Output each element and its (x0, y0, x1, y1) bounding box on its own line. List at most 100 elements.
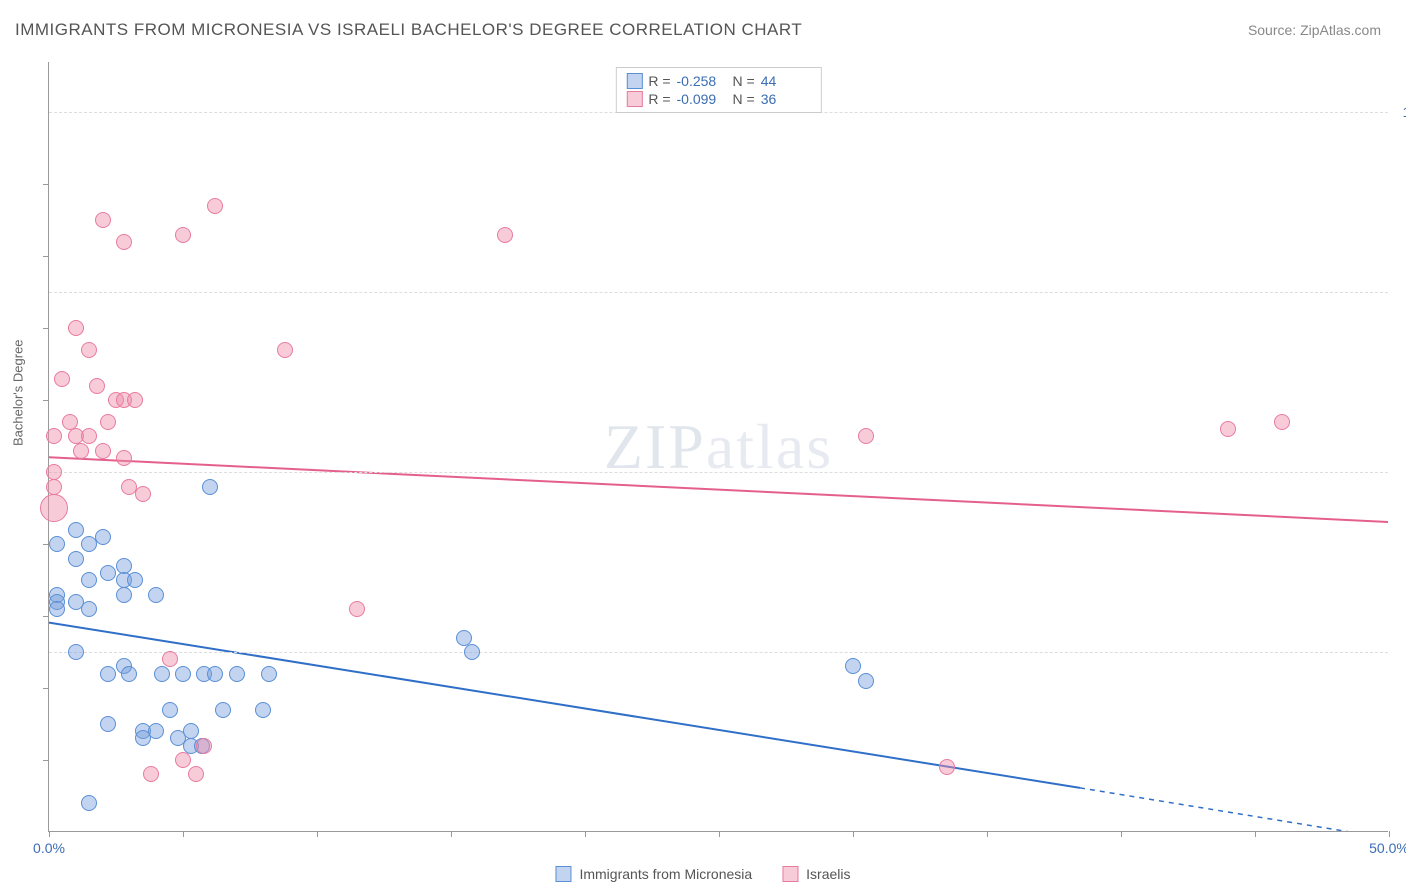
data-point (188, 766, 204, 782)
gridline (49, 652, 1388, 653)
data-point (154, 666, 170, 682)
stats-legend: R = -0.258 N = 44 R = -0.099 N = 36 (615, 67, 821, 113)
data-point (497, 227, 513, 243)
data-point (116, 587, 132, 603)
y-axis-title: Bachelor's Degree (11, 339, 26, 446)
source-link[interactable]: ZipAtlas.com (1300, 22, 1381, 38)
x-tick-mark (1121, 831, 1122, 837)
data-point (81, 342, 97, 358)
data-point (845, 658, 861, 674)
data-point (95, 212, 111, 228)
data-point (81, 601, 97, 617)
x-tick-mark (317, 831, 318, 837)
n-label: N = (733, 73, 755, 89)
data-point (939, 759, 955, 775)
data-point (127, 572, 143, 588)
x-tick-mark (183, 831, 184, 837)
swatch-series-1 (626, 73, 642, 89)
r-value-1: -0.258 (677, 73, 727, 89)
data-point (215, 702, 231, 718)
legend-label-2: Israelis (806, 866, 850, 882)
data-point (46, 479, 62, 495)
swatch-series-2 (782, 866, 798, 882)
y-tick-mark (43, 328, 49, 329)
x-tick-label-left: 0.0% (33, 840, 65, 856)
data-point (116, 450, 132, 466)
data-point (207, 666, 223, 682)
data-point (68, 644, 84, 660)
swatch-series-2 (626, 91, 642, 107)
data-point (100, 716, 116, 732)
data-point (277, 342, 293, 358)
x-tick-label-right: 50.0% (1369, 840, 1406, 856)
data-point (207, 198, 223, 214)
y-tick-mark (43, 760, 49, 761)
data-point (229, 666, 245, 682)
x-tick-mark (451, 831, 452, 837)
data-point (68, 320, 84, 336)
y-tick-mark (43, 688, 49, 689)
y-tick-mark (43, 400, 49, 401)
r-label: R = (648, 73, 670, 89)
x-tick-mark (585, 831, 586, 837)
data-point (100, 414, 116, 430)
data-point (202, 479, 218, 495)
data-point (81, 428, 97, 444)
r-value-2: -0.099 (677, 91, 727, 107)
data-point (175, 227, 191, 243)
data-point (143, 766, 159, 782)
data-point (349, 601, 365, 617)
data-point (1220, 421, 1236, 437)
watermark-bold: ZIP (604, 411, 706, 482)
gridline (49, 472, 1388, 473)
data-point (100, 565, 116, 581)
data-point (95, 529, 111, 545)
trend-line (49, 457, 1388, 522)
data-point (40, 494, 68, 522)
x-tick-mark (719, 831, 720, 837)
plot-area: ZIPatlas R = -0.258 N = 44 R = -0.099 N … (48, 62, 1388, 832)
data-point (100, 666, 116, 682)
chart-container: IMMIGRANTS FROM MICRONESIA VS ISRAELI BA… (0, 0, 1406, 892)
legend-item-2: Israelis (782, 866, 850, 882)
x-tick-mark (1389, 831, 1390, 837)
x-tick-mark (1255, 831, 1256, 837)
source-prefix: Source: (1248, 22, 1300, 38)
legend-item-1: Immigrants from Micronesia (555, 866, 752, 882)
data-point (46, 428, 62, 444)
y-tick-mark (43, 184, 49, 185)
data-point (858, 673, 874, 689)
y-tick-mark (43, 616, 49, 617)
chart-title: IMMIGRANTS FROM MICRONESIA VS ISRAELI BA… (15, 20, 802, 40)
data-point (148, 723, 164, 739)
data-point (95, 443, 111, 459)
data-point (175, 666, 191, 682)
r-label: R = (648, 91, 670, 107)
data-point (858, 428, 874, 444)
data-point (68, 522, 84, 538)
data-point (162, 651, 178, 667)
data-point (49, 601, 65, 617)
watermark-thin: atlas (706, 411, 833, 482)
y-tick-label: 100.0% (1403, 104, 1406, 120)
data-point (135, 486, 151, 502)
x-tick-mark (853, 831, 854, 837)
data-point (49, 536, 65, 552)
swatch-series-1 (555, 866, 571, 882)
n-label: N = (733, 91, 755, 107)
data-point (73, 443, 89, 459)
n-value-1: 44 (761, 73, 811, 89)
data-point (175, 752, 191, 768)
legend-label-1: Immigrants from Micronesia (579, 866, 752, 882)
data-point (54, 371, 70, 387)
data-point (127, 392, 143, 408)
data-point (261, 666, 277, 682)
data-point (68, 551, 84, 567)
data-point (196, 738, 212, 754)
data-point (162, 702, 178, 718)
gridline (49, 292, 1388, 293)
data-point (81, 795, 97, 811)
data-point (255, 702, 271, 718)
source-attribution: Source: ZipAtlas.com (1248, 22, 1381, 38)
x-tick-mark (987, 831, 988, 837)
